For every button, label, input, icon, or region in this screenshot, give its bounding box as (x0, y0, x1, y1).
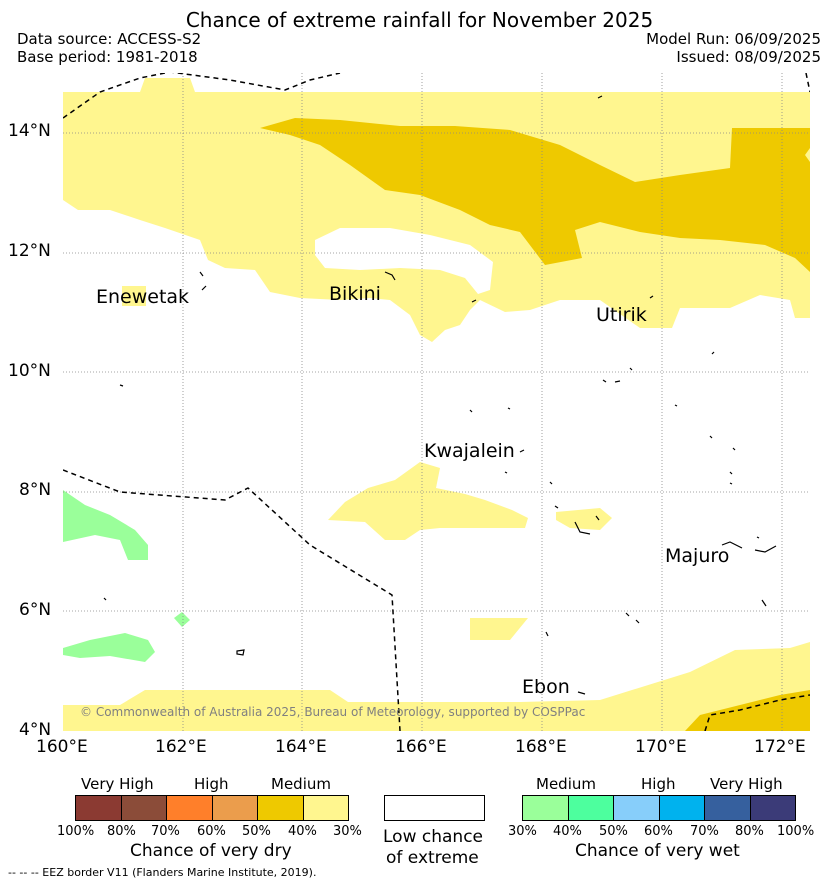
wet-level-medium: Medium (536, 775, 596, 793)
wet-level-very-high: Very High (710, 775, 783, 793)
wet-region-west (63, 490, 148, 560)
wet-tick-40: 40% (553, 824, 582, 839)
wet-region-southwest (63, 633, 155, 662)
wet-swatch-70-80 (705, 796, 751, 820)
data-source-block: Data source: ACCESS-S2 Base period: 1981… (17, 30, 201, 66)
dry-tick-30: 30% (333, 824, 362, 839)
wet-tick-100: 100% (777, 824, 815, 839)
dry-level-high: High (194, 775, 229, 793)
map-title: Chance of extreme rainfall for November … (185, 8, 654, 32)
dry-tick-70: 70% (151, 824, 180, 839)
lon-label-172e: 172°E (754, 737, 806, 757)
place-utirik: Utirik (596, 304, 647, 326)
place-enewetak: Enewetak (96, 286, 190, 308)
place-majuro: Majuro (665, 545, 730, 567)
base-period: Base period: 1981-2018 (17, 48, 198, 66)
dry-patch-small-2 (470, 618, 528, 640)
eez-borders (63, 73, 810, 731)
lon-label-162e: 162°E (155, 737, 207, 757)
lon-label-170e: 170°E (635, 737, 687, 757)
lat-label-8n: 8°N (19, 480, 52, 500)
wet-swatch-30-40 (523, 796, 569, 820)
wet-tick-80: 80% (735, 824, 764, 839)
dry-swatch-80-100 (76, 796, 122, 820)
lat-label-4n: 4°N (19, 720, 52, 740)
dry-swatch-30-40 (303, 796, 348, 820)
low-chance-label-1: Low chance (383, 827, 483, 847)
dry-swatch-70-80 (121, 796, 167, 820)
dry-level-medium: Medium (271, 775, 331, 793)
wet-patch-small (174, 612, 190, 627)
lat-label-14n: 14°N (8, 121, 51, 141)
lon-label-164e: 164°E (275, 737, 327, 757)
dry-colorbar (75, 795, 349, 821)
place-kwajalein: Kwajalein (424, 440, 515, 462)
dry-region-north-medium (260, 118, 810, 272)
model-info-block: Model Run: 06/09/2025 Issued: 08/09/2025 (646, 30, 821, 66)
wet-tick-30: 30% (508, 824, 537, 839)
low-chance-swatch (384, 795, 485, 821)
dry-patch-small-1 (556, 508, 612, 530)
dry-tick-80: 80% (107, 824, 136, 839)
lon-label-168e: 168°E (515, 737, 567, 757)
dry-swatch-40-50 (258, 796, 304, 820)
lon-label-160e: 160°E (36, 737, 88, 757)
dry-level-very-high: Very High (81, 775, 154, 793)
wet-legend-title: Chance of very wet (575, 841, 740, 861)
wet-colorbar (522, 795, 796, 821)
wet-level-high: High (641, 775, 676, 793)
dry-tick-50: 50% (242, 824, 271, 839)
model-run: Model Run: 06/09/2025 (646, 30, 821, 48)
dry-swatch-50-60 (212, 796, 258, 820)
low-chance-hole-1 (315, 228, 493, 294)
data-source: Data source: ACCESS-S2 (17, 30, 202, 48)
dry-region-kwajalein (328, 462, 528, 540)
dry-patch-enewetak (122, 286, 146, 306)
wet-tick-50: 50% (599, 824, 628, 839)
eez-border-note: -- -- -- EEZ border V11 (Flanders Marine… (8, 866, 317, 879)
dry-region-south (63, 642, 810, 731)
wet-swatch-40-50 (568, 796, 614, 820)
dry-swatch-60-70 (167, 796, 213, 820)
wet-tick-70: 70% (690, 824, 719, 839)
lat-label-10n: 10°N (8, 361, 51, 381)
place-bikini: Bikini (329, 283, 381, 305)
issued-date: Issued: 08/09/2025 (676, 48, 821, 66)
low-chance-label-2: of extreme (386, 848, 479, 868)
dry-legend-title: Chance of very dry (130, 841, 292, 861)
dry-tick-100: 100% (57, 824, 95, 839)
wet-swatch-60-70 (659, 796, 705, 820)
dry-region-south-medium (685, 690, 810, 731)
dry-tick-40: 40% (288, 824, 317, 839)
copyright-notice: © Commonwealth of Australia 2025, Bureau… (80, 705, 586, 719)
wet-swatch-80-100 (750, 796, 795, 820)
map-plot-area (63, 73, 810, 731)
wet-swatch-50-60 (614, 796, 660, 820)
place-ebon: Ebon (522, 676, 570, 698)
lat-label-12n: 12°N (8, 241, 51, 261)
islands (103, 95, 777, 695)
lon-label-166e: 166°E (395, 737, 447, 757)
dry-tick-60: 60% (197, 824, 226, 839)
dry-region-north (63, 78, 810, 342)
wet-tick-60: 60% (644, 824, 673, 839)
lat-label-6n: 6°N (19, 600, 52, 620)
